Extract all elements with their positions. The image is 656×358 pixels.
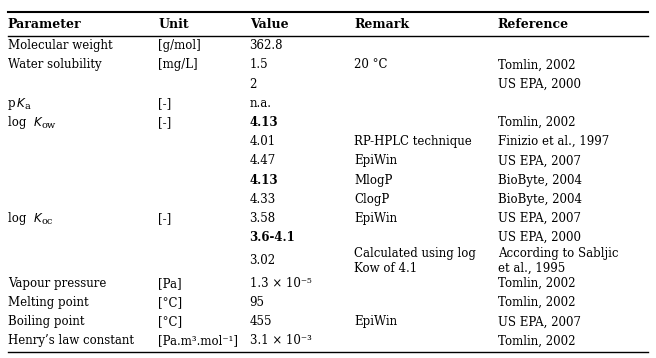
Text: US EPA, 2007: US EPA, 2007 xyxy=(498,212,581,225)
Text: 4.33: 4.33 xyxy=(250,193,276,206)
Text: BioByte, 2004: BioByte, 2004 xyxy=(498,174,582,187)
Text: [mg/L]: [mg/L] xyxy=(158,58,198,72)
Text: MlogP: MlogP xyxy=(354,174,392,187)
Text: US EPA, 2000: US EPA, 2000 xyxy=(498,78,581,91)
Text: ow: ow xyxy=(42,121,56,130)
Text: [-]: [-] xyxy=(158,212,171,225)
Text: US EPA, 2000: US EPA, 2000 xyxy=(498,231,581,244)
Text: $K$: $K$ xyxy=(16,97,27,110)
Text: EpiWin: EpiWin xyxy=(354,315,398,328)
Text: Tomlin, 2002: Tomlin, 2002 xyxy=(498,296,575,309)
Text: 1.3 × 10⁻⁵: 1.3 × 10⁻⁵ xyxy=(250,277,312,290)
Text: 362.8: 362.8 xyxy=(250,39,283,52)
Text: $K$: $K$ xyxy=(33,212,43,225)
Text: 3.1 × 10⁻³: 3.1 × 10⁻³ xyxy=(250,334,312,348)
Text: EpiWin: EpiWin xyxy=(354,154,398,168)
Text: [Pa]: [Pa] xyxy=(158,277,182,290)
Text: [-]: [-] xyxy=(158,97,171,110)
Text: EpiWin: EpiWin xyxy=(354,212,398,225)
Text: [°C]: [°C] xyxy=(158,296,182,309)
Text: [°C]: [°C] xyxy=(158,315,182,328)
Text: Tomlin, 2002: Tomlin, 2002 xyxy=(498,116,575,129)
Text: Tomlin, 2002: Tomlin, 2002 xyxy=(498,58,575,72)
Text: Remark: Remark xyxy=(354,18,409,31)
Text: n.a.: n.a. xyxy=(250,97,272,110)
Text: Reference: Reference xyxy=(498,18,569,31)
Text: p: p xyxy=(8,97,16,110)
Text: Molecular weight: Molecular weight xyxy=(8,39,113,52)
Text: $K$: $K$ xyxy=(33,116,43,129)
Text: Melting point: Melting point xyxy=(8,296,89,309)
Text: Value: Value xyxy=(250,18,288,31)
Text: According to Sabljic
et al., 1995: According to Sabljic et al., 1995 xyxy=(498,247,619,275)
Text: 95: 95 xyxy=(250,296,264,309)
Text: Tomlin, 2002: Tomlin, 2002 xyxy=(498,277,575,290)
Text: Boiling point: Boiling point xyxy=(8,315,85,328)
Text: log: log xyxy=(8,116,30,129)
Text: 4.13: 4.13 xyxy=(250,116,278,129)
Text: 455: 455 xyxy=(250,315,272,328)
Text: 4.01: 4.01 xyxy=(250,135,276,148)
Text: Unit: Unit xyxy=(158,18,189,31)
Text: RP-HPLC technique: RP-HPLC technique xyxy=(354,135,472,148)
Text: [g/mol]: [g/mol] xyxy=(158,39,201,52)
Text: Water solubility: Water solubility xyxy=(8,58,102,72)
Text: Parameter: Parameter xyxy=(8,18,81,31)
Text: [Pa.m³.mol⁻¹]: [Pa.m³.mol⁻¹] xyxy=(158,334,238,348)
Text: 3.58: 3.58 xyxy=(250,212,276,225)
Text: log: log xyxy=(8,212,30,225)
Text: US EPA, 2007: US EPA, 2007 xyxy=(498,315,581,328)
Text: Vapour pressure: Vapour pressure xyxy=(8,277,106,290)
Text: 3.02: 3.02 xyxy=(250,254,276,267)
Text: 4.13: 4.13 xyxy=(250,174,278,187)
Text: 4.47: 4.47 xyxy=(250,154,276,168)
Text: oc: oc xyxy=(42,217,53,226)
Text: ClogP: ClogP xyxy=(354,193,390,206)
Text: BioByte, 2004: BioByte, 2004 xyxy=(498,193,582,206)
Text: 1.5: 1.5 xyxy=(250,58,268,72)
Text: Finizio et al., 1997: Finizio et al., 1997 xyxy=(498,135,609,148)
Text: 2: 2 xyxy=(250,78,257,91)
Text: 3.6-4.1: 3.6-4.1 xyxy=(250,231,295,244)
Text: US EPA, 2007: US EPA, 2007 xyxy=(498,154,581,168)
Text: [-]: [-] xyxy=(158,116,171,129)
Text: Tomlin, 2002: Tomlin, 2002 xyxy=(498,334,575,348)
Text: 20 °C: 20 °C xyxy=(354,58,388,72)
Text: a: a xyxy=(25,102,31,111)
Text: Henry’s law constant: Henry’s law constant xyxy=(8,334,134,348)
Text: Calculated using log
Kow of 4.1: Calculated using log Kow of 4.1 xyxy=(354,247,476,275)
